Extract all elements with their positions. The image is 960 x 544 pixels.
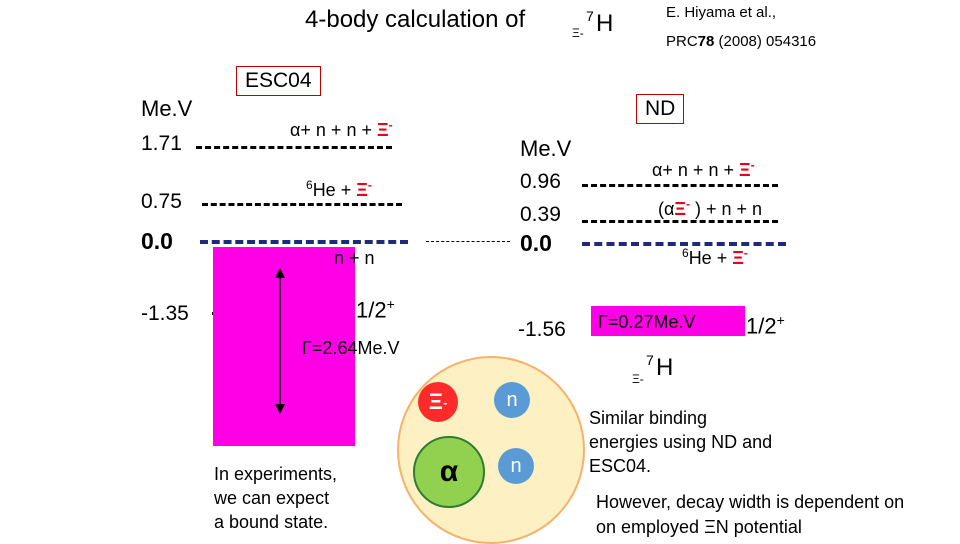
esc04-energy-1: 1.71 (141, 132, 182, 155)
neutron-1-icon: n (494, 382, 530, 418)
conclusion-similar-energies: Similar binding energies using ND and ES… (589, 408, 773, 476)
nd-label: ND (636, 94, 685, 124)
nd-energy-2: 0.39 (520, 203, 561, 226)
title-hyp-sub: Ξ- (572, 26, 584, 40)
nd-level-3 (582, 242, 786, 246)
nd-energy-3: 0.0 (520, 230, 552, 256)
esc04-threshold-label-2: 6He + Ξ- (306, 178, 372, 200)
nd-hyp-mass: 7 (646, 352, 654, 368)
nd-unit: Me.V (520, 136, 572, 161)
esc04-label: ESC04 (236, 66, 321, 96)
esc04-level-3 (200, 240, 408, 244)
nd-resonance-box (591, 306, 745, 336)
nd-threshold-label-2: (αΞ- ) + n + n (658, 197, 763, 219)
esc04-energy-4: -1.35 (141, 302, 189, 325)
esc04-decay-width: Γ=2.64Me.V (302, 338, 400, 358)
xi-particle-icon: Ξ- (418, 382, 458, 422)
slide-title: 4-body calculation of (305, 6, 526, 33)
esc04-level-1 (196, 146, 392, 149)
nd-energy-4: -1.56 (518, 318, 566, 341)
esc04-spin: 1/2+ (356, 296, 395, 323)
esc04-level-2 (202, 203, 402, 206)
reference-authors: E. Hiyama et al., (666, 4, 777, 21)
nd-energy-1: 0.96 (520, 170, 561, 193)
nd-level-1 (582, 184, 778, 187)
nd-hypernucleus: Ξ- 7 H (632, 350, 692, 390)
nd-threshold-label-3: 6He + Ξ- (682, 246, 748, 268)
nd-level-2 (582, 220, 778, 223)
nd-decay-width: Γ=0.27Me.V (598, 312, 696, 332)
experiment-note: In experiments, we can expect a bound st… (214, 464, 338, 532)
nd-hyp-sym: H (656, 354, 674, 381)
esc04-resonance-box (213, 247, 355, 446)
esc04-threshold-label-3: n + n (334, 248, 375, 268)
nd-threshold-label-1: α+ n + n + Ξ- (652, 158, 755, 180)
esc04-threshold-label-1: α+ n + n + Ξ- (290, 118, 393, 140)
title-hyp-mass: 7 (586, 8, 594, 24)
neutron-2-icon: n (498, 448, 534, 484)
conclusion-decay-width: However, decay width is dependent on on … (596, 492, 905, 537)
esc04-unit: Me.V (141, 96, 193, 121)
decay-width-arrow-icon (275, 268, 285, 414)
nd-spin: 1/2+ (746, 312, 785, 339)
esc04-energy-2: 0.75 (141, 190, 182, 213)
reference-journal: PRC78 (2008) 054316 (666, 33, 817, 50)
esc04-energy-3: 0.0 (141, 228, 173, 254)
connector-line (426, 241, 510, 242)
nd-hyp-sub: Ξ- (632, 372, 644, 386)
title-hypernucleus: Ξ- 7 H (572, 4, 632, 44)
title-hyp-sym: H (596, 10, 614, 37)
alpha-particle-icon: α (413, 436, 485, 508)
